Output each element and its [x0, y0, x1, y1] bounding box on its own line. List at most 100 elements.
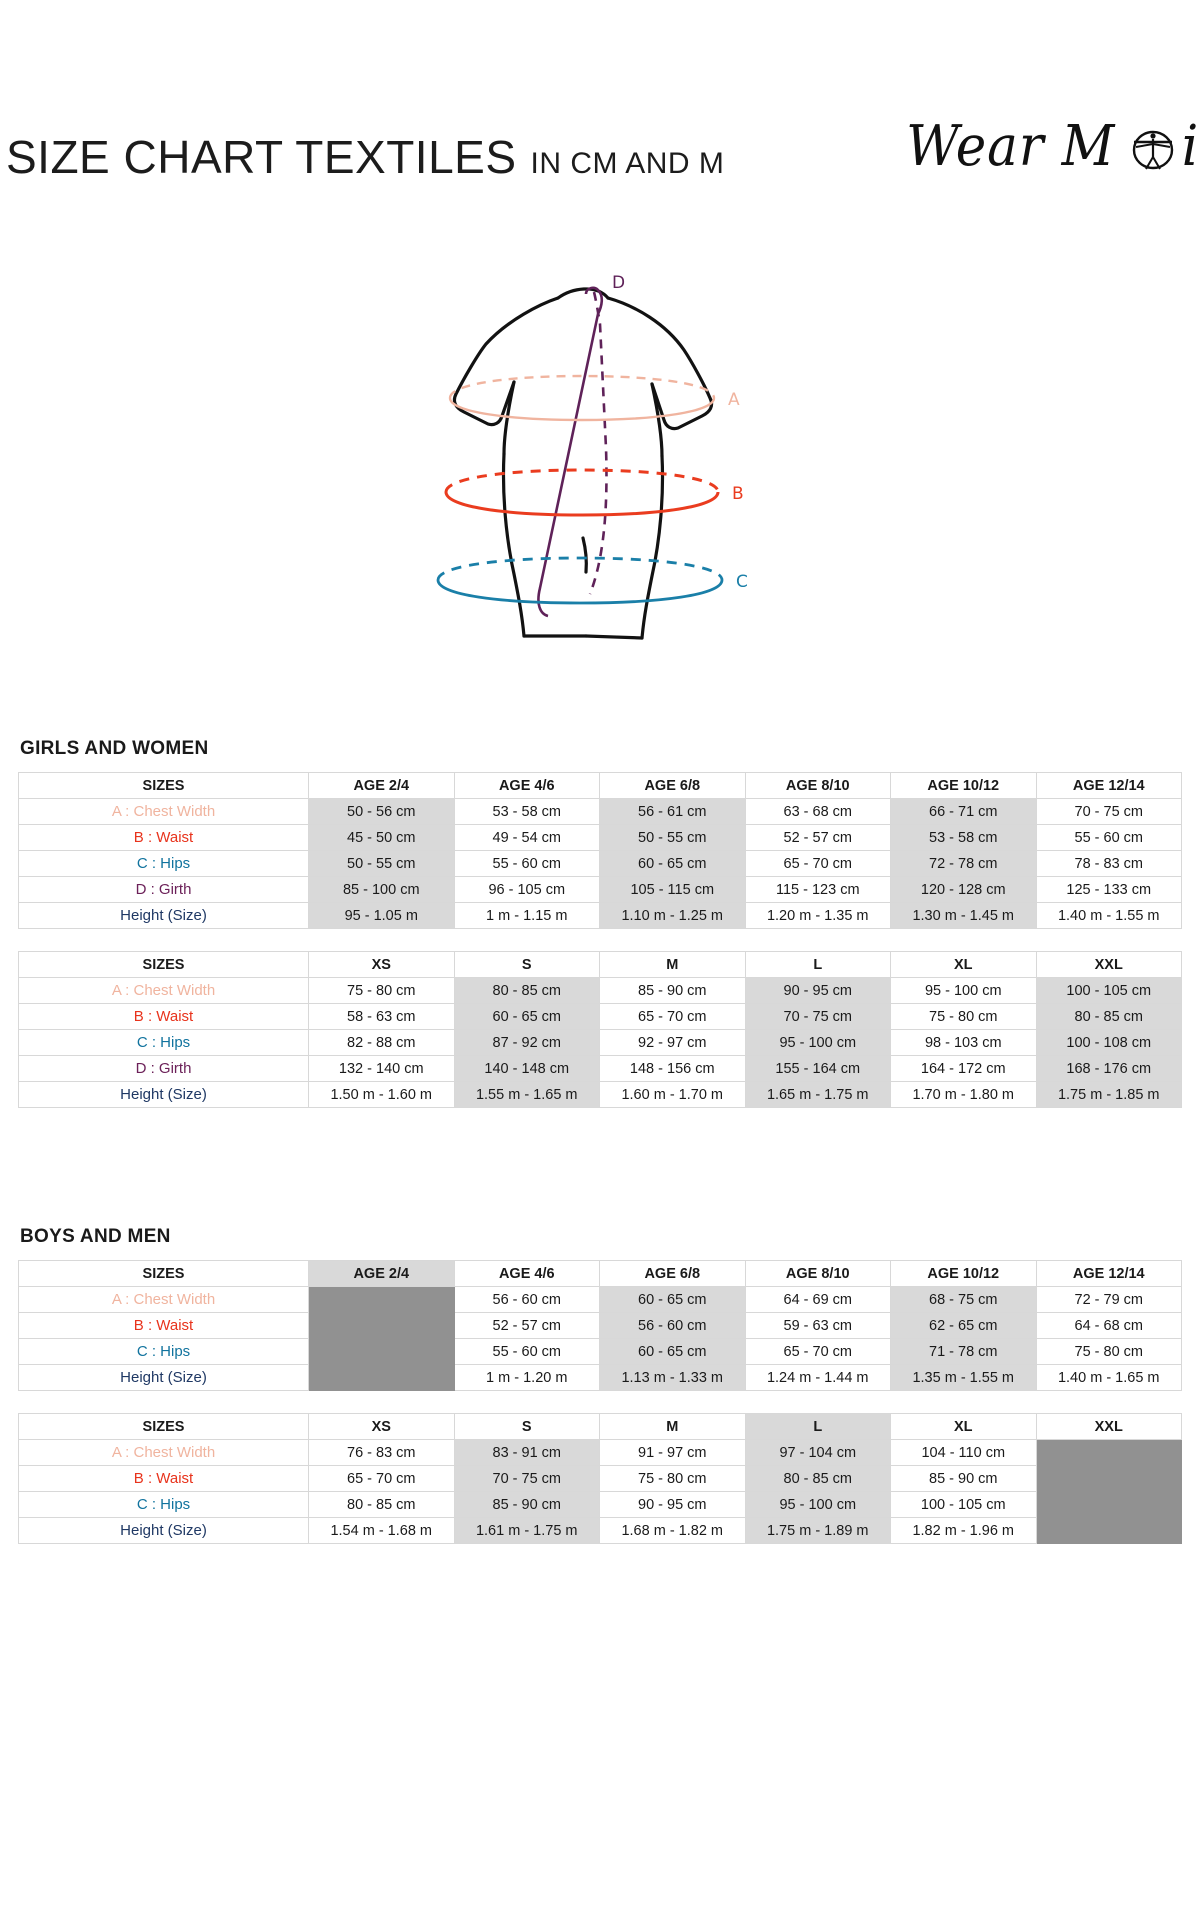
- cell-value: 76 - 83 cm: [308, 1439, 455, 1466]
- cell-value: 60 - 65 cm: [599, 1286, 746, 1313]
- cell-value: 148 - 156 cm: [599, 1055, 746, 1082]
- cell-value: 1.55 m - 1.65 m: [453, 1081, 600, 1108]
- chest-ellipse-a: [448, 374, 716, 422]
- row-label-d-girth: D : Girth: [18, 1055, 309, 1082]
- cell-value: 1.75 m - 1.85 m: [1035, 1081, 1182, 1108]
- row-label-b-waist: B : Waist: [18, 1465, 309, 1492]
- cell-value: 56 - 61 cm: [599, 798, 746, 825]
- section-girls-and-women: GIRLS AND WOMEN SIZES AGE 2/4 AGE 4/6 AGE 6…: [0, 738, 1200, 1108]
- table-header-row: SIZES AGE 2/4 AGE 4/6 AGE 6/8 AGE 8/10 AGE 10…: [18, 1260, 1182, 1287]
- cell-value: 1.70 m - 1.80 m: [890, 1081, 1037, 1108]
- table-row: C : Hips 55 - 60 cm 60 - 65 cm 65 - 70 cm 71…: [18, 1338, 1182, 1365]
- column-header-age-2-4: AGE 2/4: [308, 772, 455, 799]
- column-header-age-10-12: AGE 10/12: [890, 772, 1037, 799]
- cell-value: 50 - 55 cm: [599, 824, 746, 851]
- column-header-age-12-14: AGE 12/14: [1035, 1260, 1182, 1287]
- cell-value: 72 - 79 cm: [1035, 1286, 1182, 1313]
- cell-value: 53 - 58 cm: [890, 824, 1037, 851]
- table-row: B : Waist 65 - 70 cm 70 - 75 cm 75 - 80 cm 8…: [18, 1465, 1182, 1492]
- cell-value: 72 - 78 cm: [890, 850, 1037, 877]
- cell-unavailable: [308, 1286, 455, 1313]
- girls-age-table: SIZES AGE 2/4 AGE 4/6 AGE 6/8 AGE 8/10 AGE 10…: [18, 772, 1182, 929]
- cell-value: 85 - 100 cm: [308, 876, 455, 903]
- cell-value: 168 - 176 cm: [1035, 1055, 1182, 1082]
- cell-value: 1.50 m - 1.60 m: [308, 1081, 455, 1108]
- cell-value: 70 - 75 cm: [1035, 798, 1182, 825]
- cell-unavailable: [1035, 1491, 1182, 1518]
- cell-value: 60 - 65 cm: [453, 1003, 600, 1030]
- table-header-row: SIZES XS S M L XL XXL: [18, 1413, 1182, 1440]
- cell-value: 164 - 172 cm: [890, 1055, 1037, 1082]
- table-row: B : Waist 52 - 57 cm 56 - 60 cm 59 - 63 cm 6…: [18, 1312, 1182, 1339]
- column-header-xs: XS: [308, 951, 455, 978]
- cell-value: 105 - 115 cm: [599, 876, 746, 903]
- cell-value: 52 - 57 cm: [744, 824, 891, 851]
- tables-girls-and-women: SIZES AGE 2/4 AGE 4/6 AGE 6/8 AGE 8/10 AGE 10…: [18, 772, 1182, 1108]
- cell-value: 1 m - 1.20 m: [453, 1364, 600, 1391]
- column-header-age-6-8: AGE 6/8: [599, 772, 746, 799]
- waist-ellipse-b: [444, 468, 720, 517]
- cell-value: 75 - 80 cm: [308, 977, 455, 1004]
- cell-value: 82 - 88 cm: [308, 1029, 455, 1056]
- cell-value: 97 - 104 cm: [744, 1439, 891, 1466]
- cell-value: 155 - 164 cm: [744, 1055, 891, 1082]
- column-header-age-4-6: AGE 4/6: [453, 1260, 600, 1287]
- cell-value: 62 - 65 cm: [890, 1312, 1037, 1339]
- row-label-height-size: Height (Size): [18, 1364, 309, 1391]
- cell-value: 1.82 m - 1.96 m: [890, 1517, 1037, 1544]
- cell-value: 68 - 75 cm: [890, 1286, 1037, 1313]
- cell-value: 1.60 m - 1.70 m: [599, 1081, 746, 1108]
- section-title-girls-and-women: GIRLS AND WOMEN: [20, 738, 209, 759]
- column-header-xxl: XXL: [1035, 1413, 1182, 1440]
- cell-value: 1.40 m - 1.65 m: [1035, 1364, 1182, 1391]
- row-label-c-hips: C : Hips: [18, 1491, 309, 1518]
- cell-value: 56 - 60 cm: [453, 1286, 600, 1313]
- cell-value: 65 - 70 cm: [308, 1465, 455, 1492]
- row-label-a-chest-width: A : Chest Width: [18, 1286, 309, 1313]
- table-spacer: [18, 929, 1182, 951]
- brand-logo-text-left: Wear M: [905, 114, 1115, 179]
- table-row: C : Hips 80 - 85 cm 85 - 90 cm 90 - 95 cm 95…: [18, 1491, 1182, 1518]
- row-label-c-hips: C : Hips: [18, 1338, 309, 1365]
- diagram-label-c: C: [736, 572, 748, 592]
- column-header-sizes: SIZES: [18, 1413, 309, 1440]
- column-header-m: M: [599, 951, 746, 978]
- women-adult-table: SIZES XS S M L XL XXL A : Chest Width 75 - 80 cm…: [18, 951, 1182, 1108]
- row-label-c-hips: C : Hips: [18, 1029, 309, 1056]
- body-outline: [452, 287, 714, 640]
- cell-value: 95 - 100 cm: [744, 1029, 891, 1056]
- column-header-age-6-8: AGE 6/8: [599, 1260, 746, 1287]
- cell-value: 59 - 63 cm: [744, 1312, 891, 1339]
- cell-value: 50 - 56 cm: [308, 798, 455, 825]
- cell-value: 55 - 60 cm: [453, 850, 600, 877]
- cell-value: 1.54 m - 1.68 m: [308, 1517, 455, 1544]
- column-header-xl: XL: [890, 1413, 1037, 1440]
- table-row: Height (Size) 1.54 m - 1.68 m 1.61 m - 1.7…: [18, 1517, 1182, 1544]
- cell-value: 65 - 70 cm: [744, 1338, 891, 1365]
- cell-value: 95 - 1.05 m: [308, 902, 455, 929]
- body-measurement-diagram: D A B C: [0, 258, 1200, 698]
- cell-value: 65 - 70 cm: [744, 850, 891, 877]
- cell-value: 83 - 91 cm: [453, 1439, 600, 1466]
- row-label-height-size: Height (Size): [18, 902, 309, 929]
- cell-value: 45 - 50 cm: [308, 824, 455, 851]
- diagram-label-b: B: [732, 484, 744, 504]
- cell-value: 1.35 m - 1.55 m: [890, 1364, 1037, 1391]
- cell-value: 66 - 71 cm: [890, 798, 1037, 825]
- brand-logo-text-right: i: [1181, 114, 1200, 179]
- column-header-sizes: SIZES: [18, 772, 309, 799]
- cell-value: 1.68 m - 1.82 m: [599, 1517, 746, 1544]
- column-header-xxl: XXL: [1035, 951, 1182, 978]
- cell-value: 90 - 95 cm: [744, 977, 891, 1004]
- table-row: C : Hips 82 - 88 cm 87 - 92 cm 92 - 97 cm 95…: [18, 1029, 1182, 1056]
- table-row: A : Chest Width 75 - 80 cm 80 - 85 cm 85 - …: [18, 977, 1182, 1004]
- diagram-label-a: A: [728, 390, 740, 410]
- cell-unavailable: [1035, 1517, 1182, 1544]
- cell-value: 1.10 m - 1.25 m: [599, 902, 746, 929]
- cell-unavailable: [308, 1312, 455, 1339]
- column-header-xs: XS: [308, 1413, 455, 1440]
- page-title-units: IN CM AND M: [530, 147, 725, 180]
- cell-unavailable: [1035, 1439, 1182, 1466]
- table-row: Height (Size) 1.50 m - 1.60 m 1.55 m - 1.6…: [18, 1081, 1182, 1108]
